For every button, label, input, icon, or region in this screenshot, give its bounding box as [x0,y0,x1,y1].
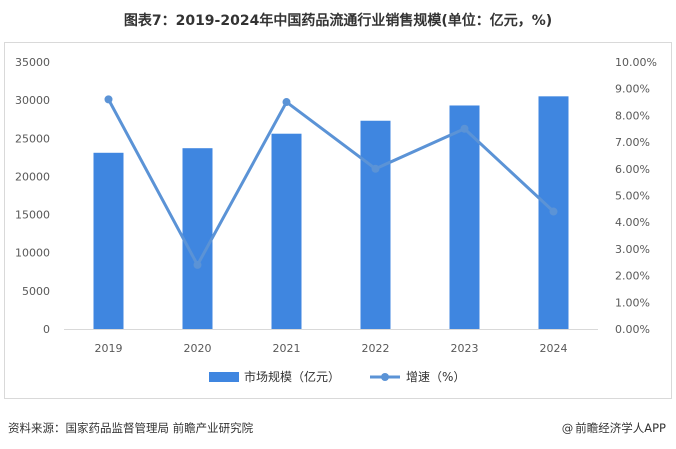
y-right-tick-label: 1.00% [615,296,650,309]
y-right-tick-label: 7.00% [615,136,650,149]
y-right-tick-label: 8.00% [615,109,650,122]
y-left-tick-label: 0 [43,323,50,336]
x-tick-label-2023: 2023 [451,342,479,355]
growth-point-2021 [282,98,291,107]
bar-2023 [449,105,480,330]
y-left-tick-label: 5000 [22,285,50,298]
growth-line [107,98,555,267]
y-right-tick-label: 9.00% [615,83,650,96]
x-tick-label-2019: 2019 [95,342,123,355]
legend: 市场规模（亿元） 增速（%） [209,369,465,384]
x-tick-label-2024: 2024 [540,342,568,355]
y-right-tick-label: 4.00% [615,216,650,229]
legend-line-label: 增速（%） [406,370,465,384]
chart-title: 图表7：2019-2024年中国药品流通行业销售规模(单位：亿元，%) [123,13,553,29]
legend-bar-label: 市场规模（亿元） [244,369,340,384]
growth-point-2023 [460,124,469,133]
y-right-tick-label: 5.00% [615,190,650,203]
bars-layer [93,96,569,330]
x-tick-label-2022: 2022 [362,342,390,355]
chart-frame [4,42,672,399]
y-right-tick-label: 0.00% [615,323,650,336]
y-right-tick-label: 6.00% [615,163,650,176]
brand: @ 前瞻经济学人APP [562,420,666,436]
x-tick-label-2021: 2021 [273,342,301,355]
growth-point-2022 [371,164,380,173]
y-right-tick-label: 10.00% [615,56,657,69]
growth-point-2019 [104,95,113,104]
bar-2019 [93,152,124,329]
footer: 资料来源：国家药品监督管理局 前瞻产业研究院 @ 前瞻经济学人APP [0,418,676,438]
y-left-tick-label: 35000 [15,56,50,69]
legend-bar-swatch [209,372,239,382]
brand-text: 前瞻经济学人APP [575,421,666,435]
growth-point-2024 [549,207,558,216]
bar-2021 [271,133,302,329]
y-right-tick-label: 2.00% [615,270,650,283]
brand-at-icon: @ [561,421,574,435]
y-left-tick-label: 15000 [15,209,50,222]
legend-line-marker [381,373,389,381]
line-layer [104,95,558,269]
source-text: 资料来源：国家药品监督管理局 前瞻产业研究院 [8,421,254,435]
y-left-tick-label: 25000 [15,132,50,145]
axis-layer: 2019 2020 2021 2022 2023 2024 0 5000 10000 15000 2… [15,56,657,355]
x-tick-label-2020: 2020 [184,342,212,355]
y-left-tick-label: 10000 [15,247,50,260]
y-right-tick-label: 3.00% [615,243,650,256]
growth-point-2020 [193,260,202,269]
bar-2020 [182,148,213,329]
bar-2022 [360,120,391,330]
y-left-tick-label: 20000 [15,170,50,183]
y-left-tick-label: 30000 [15,94,50,107]
